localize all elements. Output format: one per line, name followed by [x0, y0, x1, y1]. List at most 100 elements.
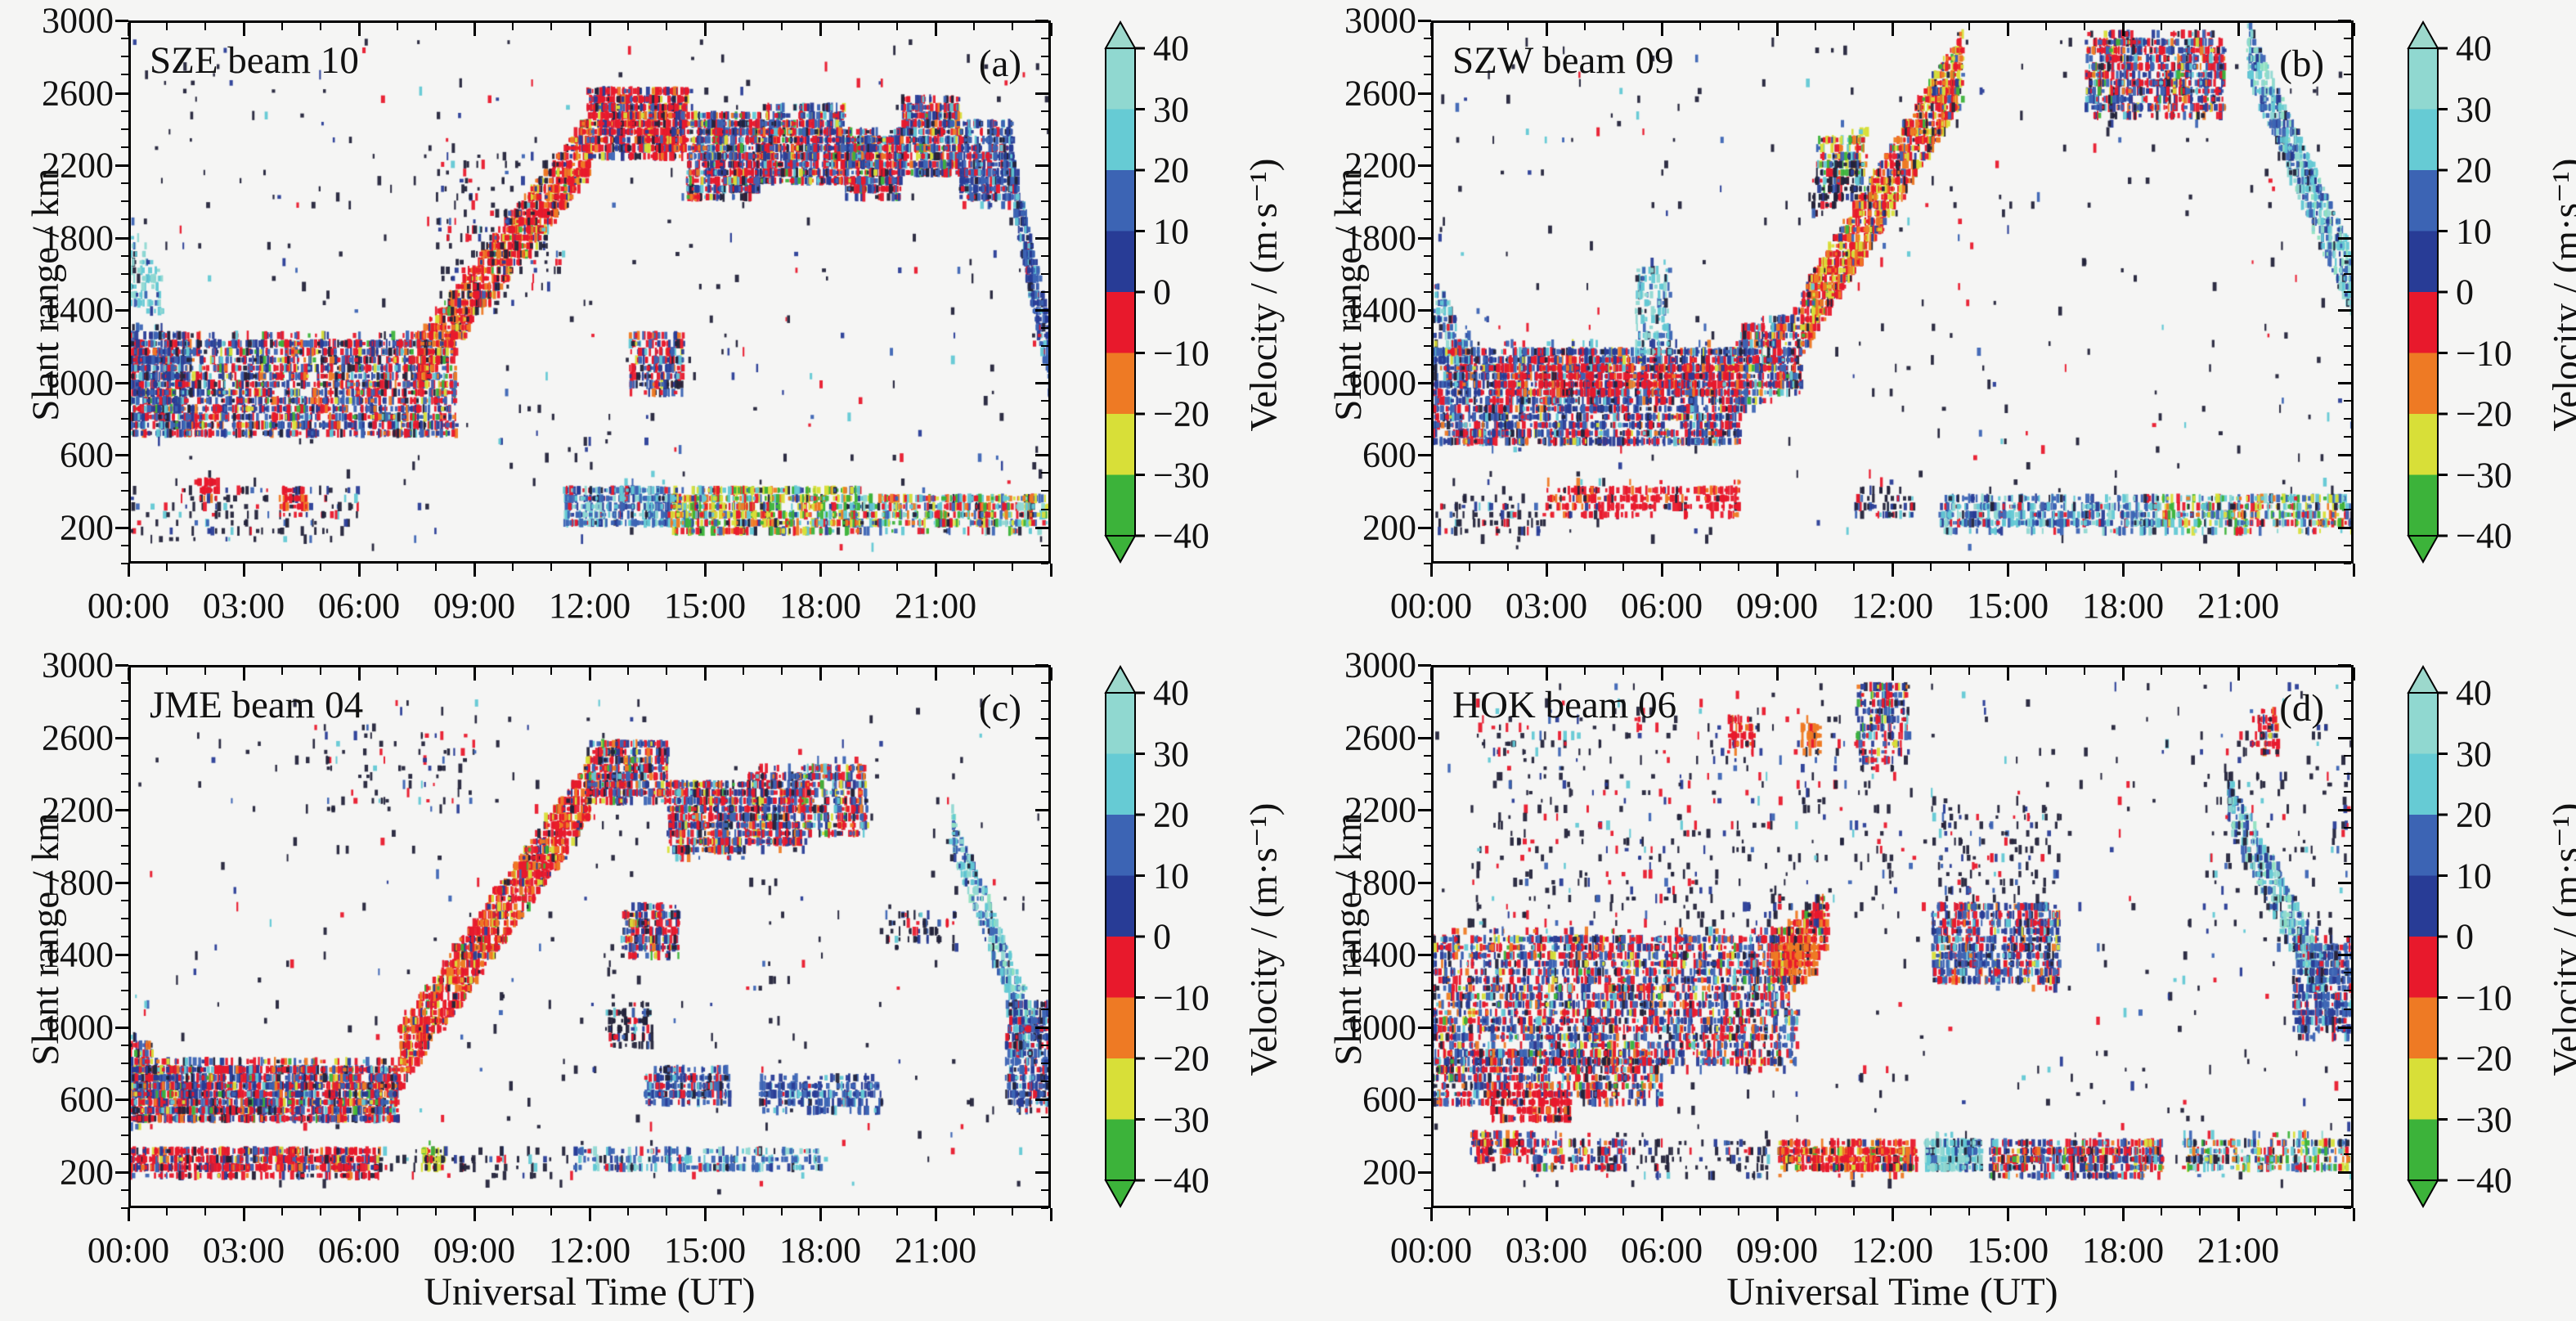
y-tick — [115, 309, 128, 312]
y-tick-right — [2344, 936, 2351, 937]
y-tick — [121, 990, 128, 992]
x-tick-top — [128, 667, 130, 681]
y-tick-right — [2344, 1008, 2351, 1010]
x-tick-top — [589, 667, 591, 681]
y-tick-right — [1035, 1026, 1048, 1029]
x-tick-label: 06:00 — [1620, 1230, 1703, 1270]
y-tick — [1418, 381, 1431, 384]
x-tick-top — [512, 23, 514, 30]
x-tick — [1661, 564, 1663, 577]
y-tick-right — [1035, 1170, 1048, 1174]
y-tick-right — [2344, 1153, 2351, 1155]
x-tick-top — [166, 23, 168, 30]
y-tick-right — [2344, 754, 2351, 757]
y-tick-right — [2338, 1099, 2351, 1102]
y-tick — [121, 700, 128, 703]
y-tick-right — [2338, 1170, 2351, 1174]
x-tick-label: 21:00 — [2197, 586, 2280, 626]
x-tick — [1469, 564, 1470, 571]
x-tick-top — [397, 667, 398, 675]
x-tick — [1012, 1208, 1013, 1215]
y-tick — [1424, 417, 1431, 420]
y-tick-label: 3000 — [42, 645, 114, 685]
panel-d-title: HOK beam 06 — [1452, 684, 1677, 726]
colorbar-b: 40 30 20 10 0 −10 −20 −30 −40 — [2407, 20, 2576, 564]
x-tick-label: 21:00 — [2197, 1230, 2280, 1270]
y-tick-right — [2344, 272, 2351, 275]
x-tick — [2314, 1208, 2316, 1215]
x-tick-top — [204, 23, 206, 30]
y-tick-right — [2338, 454, 2351, 457]
y-tick-label: 1000 — [1344, 362, 1416, 403]
y-tick-right — [1035, 20, 1048, 22]
y-tick — [1424, 128, 1431, 130]
y-tick-right — [1035, 381, 1048, 384]
y-tick-right — [1041, 790, 1048, 793]
x-tick-top — [512, 667, 514, 675]
x-tick — [550, 1208, 552, 1215]
x-tick-label: 15:00 — [663, 586, 747, 626]
x-tick-top — [2314, 667, 2316, 675]
y-tick-label: 3000 — [1344, 645, 1416, 685]
x-tick-top — [627, 23, 629, 30]
y-tick — [1418, 236, 1431, 240]
y-tick — [115, 454, 128, 457]
x-tick-top — [1853, 23, 1855, 30]
y-tick-label: 2200 — [42, 145, 114, 186]
x-tick-top — [2237, 667, 2240, 681]
x-tick — [320, 1208, 321, 1215]
colorbar-tick-label: −40 — [2456, 1160, 2512, 1201]
y-tick — [121, 1188, 128, 1191]
colorbar-tick-label: −10 — [2456, 333, 2512, 373]
y-tick — [121, 936, 128, 937]
y-tick-right — [1035, 881, 1048, 884]
x-tick-top — [2161, 667, 2162, 675]
x-tick-top — [589, 23, 591, 36]
y-tick-label: 1400 — [1344, 934, 1416, 975]
y-tick-right — [1035, 454, 1048, 457]
x-tick-top — [1430, 23, 1433, 36]
colorbar-tick-label: 30 — [2456, 734, 2492, 774]
y-tick-right — [2344, 972, 2351, 974]
y-tick — [1424, 1008, 1431, 1010]
x-tick-top — [1469, 23, 1470, 30]
y-tick — [1424, 700, 1431, 703]
y-tick-label: 2200 — [42, 789, 114, 830]
x-tick-top — [1968, 23, 1970, 30]
y-tick-label: 2600 — [1344, 717, 1416, 758]
y-tick — [121, 182, 128, 185]
x-tick — [1738, 1208, 1739, 1215]
y-tick — [121, 1153, 128, 1155]
y-tick — [121, 399, 128, 402]
colorbar-d: 40 30 20 10 0 −10 −20 −30 −40 — [2407, 664, 2576, 1209]
y-tick — [1424, 718, 1431, 721]
y-tick-right — [1041, 827, 1048, 829]
y-tick — [121, 200, 128, 203]
x-tick — [397, 564, 398, 571]
y-tick — [115, 92, 128, 95]
colorbar-label-c: Velocity / (m·s⁻¹) — [1242, 802, 1286, 1076]
y-tick-right — [2338, 954, 2351, 957]
y-tick — [121, 1062, 128, 1064]
y-tick — [121, 254, 128, 257]
colorbar-tick-label: 40 — [2456, 672, 2492, 713]
x-tick-top — [2314, 23, 2316, 30]
x-tick-label: 12:00 — [1851, 586, 1934, 626]
y-tick-right — [1041, 436, 1048, 438]
y-axis-label-d: Slant range / km — [1327, 812, 1370, 1066]
x-tick-label: 03:00 — [202, 586, 285, 626]
x-tick-top — [704, 23, 707, 36]
colorbar-tick-label: 0 — [1153, 272, 1171, 312]
y-tick-label: 2600 — [1344, 73, 1416, 114]
x-tick — [1050, 1208, 1052, 1221]
y-tick-right — [1041, 1135, 1048, 1137]
y-tick-right — [2344, 544, 2351, 546]
colorbar-tick-label: 30 — [2456, 89, 2492, 129]
y-tick-label: 1800 — [42, 862, 114, 903]
x-tick-top — [1012, 23, 1013, 30]
y-tick — [1424, 917, 1431, 919]
x-tick-top — [1776, 667, 1779, 681]
x-tick-top — [704, 667, 707, 681]
x-tick — [1622, 1208, 1624, 1215]
x-tick — [704, 1208, 707, 1221]
